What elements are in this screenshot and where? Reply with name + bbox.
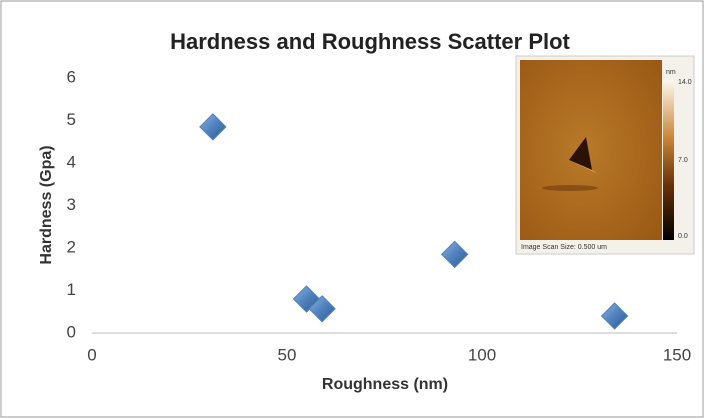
inset-image: nm 14.0 7.0 0.0 Image Scan Size: 0.500 u… [516,56,694,254]
colorbar [663,80,674,240]
y-tick-label: 0 [67,322,76,341]
afm-feature [542,185,598,191]
y-tick-label: 3 [67,195,76,214]
afm-image [520,60,662,240]
y-tick-label: 1 [67,280,76,299]
chart: Hardness and Roughness Scatter Plot Roug… [0,0,705,419]
scale-label: 7.0 [678,157,688,164]
x-tick-label: 100 [468,345,496,364]
x-tick-label: 0 [87,345,96,364]
x-axis-title: Roughness (nm) [322,376,448,393]
scale-label: 14.0 [678,79,692,86]
inset-unit: nm [666,69,676,76]
x-tick-label: 150 [663,345,691,364]
y-tick-label: 2 [67,237,76,256]
scale-label: 0.0 [678,233,688,240]
y-tick-label: 6 [67,67,76,86]
x-tick-label: 50 [278,345,297,364]
y-tick-label: 4 [67,152,76,171]
inset-caption: Image Scan Size: 0.500 um [521,244,607,251]
chart-title: Hardness and Roughness Scatter Plot [170,29,570,54]
y-tick-label: 5 [67,110,76,129]
y-axis-title: Hardness (Gpa) [38,145,55,264]
